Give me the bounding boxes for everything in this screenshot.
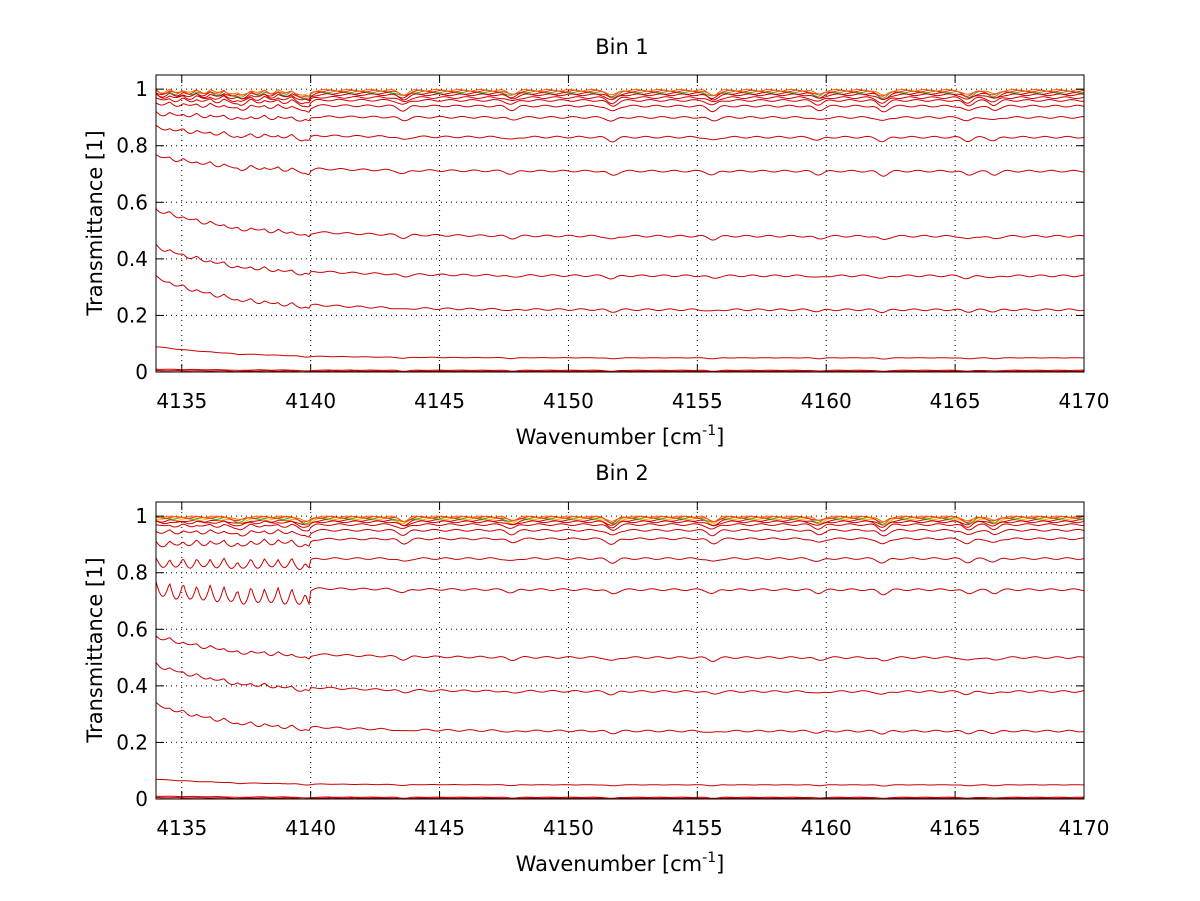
series-line-10 — [155, 528, 1085, 538]
x-tick-label: 4165 — [930, 816, 981, 840]
x-tick-label: 4160 — [801, 389, 852, 413]
series-line-11 — [155, 97, 1085, 108]
y-tick-label: 0.4 — [116, 247, 148, 271]
series-line-15 — [155, 516, 1085, 525]
bin-2-grid — [156, 502, 1085, 800]
bin-1-series — [155, 88, 1085, 373]
series-line-6 — [155, 208, 1085, 241]
series-line-8 — [155, 557, 1085, 570]
series-line-4 — [155, 702, 1085, 735]
series-line-14 — [155, 91, 1085, 101]
bin-2-series — [155, 515, 1085, 800]
series-line-9 — [155, 537, 1085, 548]
y-tick-label: 0.8 — [116, 134, 148, 158]
x-tick-label: 4140 — [285, 816, 336, 840]
bin-1-panel: Bin 1 4135 4140 4145 4150 4155 4160 4165 4170 0 0… — [83, 35, 1109, 449]
series-line-4 — [155, 275, 1085, 313]
series-line-7 — [155, 154, 1085, 177]
series-line-14 — [156, 517, 1085, 526]
y-tick-label: 1 — [135, 504, 148, 528]
y-tick-label: 1 — [135, 77, 148, 101]
x-tick-label: 4150 — [543, 389, 594, 413]
y-tick-label: 0.4 — [116, 674, 148, 698]
series-line-3 — [155, 346, 1085, 360]
x-tick-label: 4170 — [1059, 389, 1110, 413]
x-tick-label: 4165 — [930, 389, 981, 413]
bin-2-panel: Bin 2 4135 4140 4145 4150 4155 4160 4165 4170 0 0… — [83, 461, 1109, 876]
y-tick-label: 0.2 — [116, 303, 148, 327]
x-tick-label: 4160 — [801, 816, 852, 840]
series-line-5 — [155, 243, 1085, 280]
bin-1-title: Bin 1 — [595, 35, 649, 59]
x-tick-label: 4145 — [414, 816, 465, 840]
x-tick-label: 4140 — [285, 389, 336, 413]
bin-2-y-axis-label: Transmittance [1] — [83, 557, 107, 743]
series-line-12 — [155, 93, 1085, 105]
y-tick-label: 0 — [135, 360, 148, 384]
series-line-11 — [155, 523, 1085, 532]
y-tick-label: 0.2 — [116, 730, 148, 754]
series-line-8 — [155, 124, 1085, 143]
bin-1-x-axis-label: Wavenumber [cm-1] — [516, 423, 725, 449]
x-tick-label: 4155 — [672, 816, 723, 840]
series-line-5 — [155, 662, 1085, 696]
series-line-7 — [155, 581, 1085, 605]
bin-1-ticks: 4135 4140 4145 4150 4155 4160 4165 4170 0 0.2 0.4 0… — [116, 75, 1109, 413]
bin-2-x-axis-label: Wavenumber [cm-1] — [516, 850, 725, 876]
y-tick-label: 0.6 — [116, 190, 148, 214]
bin-2-axes-frame — [155, 501, 1085, 800]
series-line-17 — [155, 515, 1085, 523]
series-line-9 — [155, 111, 1084, 122]
x-tick-label: 4155 — [672, 389, 723, 413]
bin-1-y-axis-label: Transmittance [1] — [83, 130, 107, 316]
x-tick-label: 4135 — [156, 816, 207, 840]
y-tick-label: 0 — [135, 787, 148, 811]
y-tick-label: 0.8 — [116, 561, 148, 585]
bin-1-axes-frame — [155, 74, 1085, 373]
series-line-6 — [155, 635, 1085, 662]
x-tick-label: 4145 — [414, 389, 465, 413]
series-line-17 — [155, 88, 1085, 97]
bin-2-title: Bin 2 — [595, 461, 649, 485]
x-tick-label: 4170 — [1059, 816, 1110, 840]
y-tick-label: 0.6 — [116, 617, 148, 641]
x-tick-label: 4135 — [156, 389, 207, 413]
bin-2-ticks: 4135 4140 4145 4150 4155 4160 4165 4170 0 0.2 0.4 0… — [116, 502, 1109, 840]
x-tick-label: 4150 — [543, 816, 594, 840]
series-line-10 — [155, 101, 1085, 113]
series-line-3 — [156, 778, 1085, 787]
